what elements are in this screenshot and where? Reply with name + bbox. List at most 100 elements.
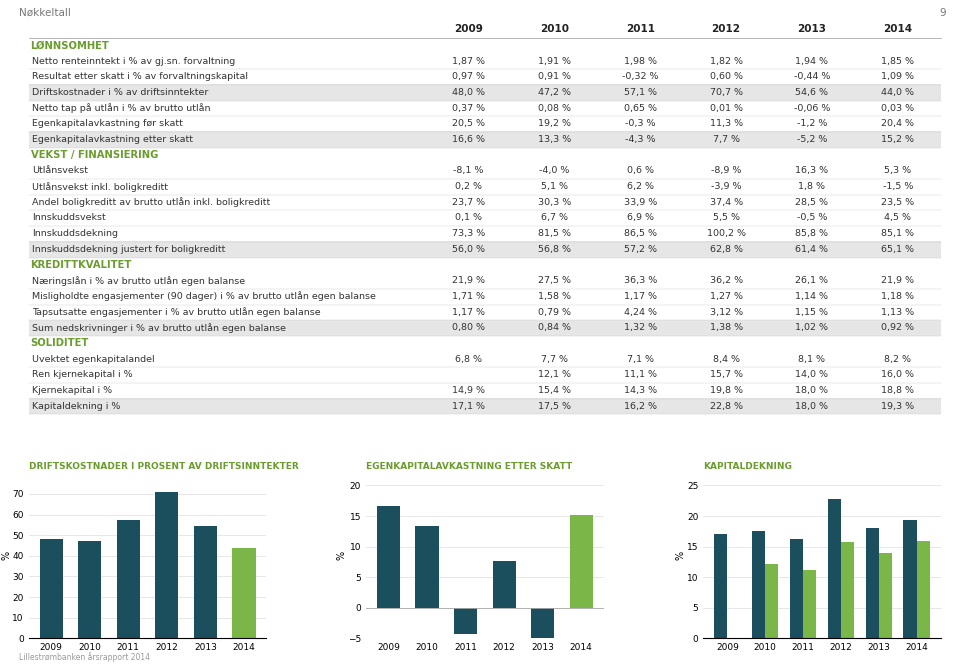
- Text: -8,9 %: -8,9 %: [711, 166, 741, 176]
- Text: Uvektet egenkapitalandel: Uvektet egenkapitalandel: [33, 354, 156, 364]
- Text: SOLIDITET: SOLIDITET: [31, 338, 89, 348]
- Text: Nøkkeltall: Nøkkeltall: [19, 8, 71, 18]
- Text: 18,8 %: 18,8 %: [881, 386, 914, 395]
- Text: 5,5 %: 5,5 %: [712, 213, 739, 223]
- Text: 73,3 %: 73,3 %: [452, 229, 485, 238]
- Text: 19,2 %: 19,2 %: [538, 120, 571, 128]
- Text: 85,8 %: 85,8 %: [796, 229, 828, 238]
- Text: 56,0 %: 56,0 %: [452, 245, 485, 254]
- Text: 1,17 %: 1,17 %: [452, 308, 485, 317]
- Text: Innskuddsdekning: Innskuddsdekning: [33, 229, 118, 238]
- Text: 15,7 %: 15,7 %: [709, 370, 743, 379]
- Text: 9: 9: [939, 8, 946, 18]
- Text: 6,9 %: 6,9 %: [627, 213, 654, 223]
- Text: 1,38 %: 1,38 %: [709, 323, 743, 332]
- Bar: [714, 534, 728, 638]
- Text: 0,1 %: 0,1 %: [455, 213, 482, 223]
- Text: -8,1 %: -8,1 %: [453, 166, 484, 176]
- Text: Kjernekapital i %: Kjernekapital i %: [33, 386, 112, 395]
- Text: 70,7 %: 70,7 %: [709, 88, 743, 97]
- Text: 7,7 %: 7,7 %: [540, 354, 567, 364]
- Text: Ren kjernekapital i %: Ren kjernekapital i %: [33, 370, 133, 379]
- Text: Utlånsvekst: Utlånsvekst: [33, 166, 88, 176]
- Text: 0,91 %: 0,91 %: [538, 72, 571, 81]
- Text: 20,4 %: 20,4 %: [881, 120, 914, 128]
- Text: -1,2 %: -1,2 %: [797, 120, 828, 128]
- Text: -0,44 %: -0,44 %: [794, 72, 830, 81]
- Text: 1,58 %: 1,58 %: [538, 292, 571, 301]
- Bar: [29, 398, 941, 414]
- Text: 1,98 %: 1,98 %: [624, 57, 657, 66]
- Text: 81,5 %: 81,5 %: [538, 229, 571, 238]
- Text: 1,02 %: 1,02 %: [796, 323, 828, 332]
- Text: 2011: 2011: [626, 25, 655, 35]
- Text: 1,8 %: 1,8 %: [799, 182, 826, 191]
- Text: Resultat etter skatt i % av forvaltningskapital: Resultat etter skatt i % av forvaltnings…: [33, 72, 249, 81]
- Text: Egenkapitalavkastning etter skatt: Egenkapitalavkastning etter skatt: [33, 135, 194, 144]
- Text: 22,8 %: 22,8 %: [709, 402, 743, 411]
- Text: 0,2 %: 0,2 %: [455, 182, 482, 191]
- Text: 4,24 %: 4,24 %: [624, 308, 657, 317]
- Text: 1,27 %: 1,27 %: [709, 292, 743, 301]
- Text: Egenkapitalavkastning før skatt: Egenkapitalavkastning før skatt: [33, 120, 183, 128]
- Text: 11,3 %: 11,3 %: [709, 120, 743, 128]
- Text: -4,0 %: -4,0 %: [540, 166, 569, 176]
- Text: Misligholdte engasjementer (90 dager) i % av brutto utlån egen balanse: Misligholdte engasjementer (90 dager) i …: [33, 291, 376, 301]
- Text: 16,6 %: 16,6 %: [452, 135, 485, 144]
- Text: Netto renteinntekt i % av gj.sn. forvaltning: Netto renteinntekt i % av gj.sn. forvalt…: [33, 57, 236, 66]
- Text: 15,4 %: 15,4 %: [538, 386, 571, 395]
- Text: 4,5 %: 4,5 %: [884, 213, 911, 223]
- Text: 1,94 %: 1,94 %: [796, 57, 828, 66]
- Text: 19,8 %: 19,8 %: [709, 386, 743, 395]
- Text: 16,2 %: 16,2 %: [624, 402, 657, 411]
- Text: 8,4 %: 8,4 %: [712, 354, 739, 364]
- Text: 2013: 2013: [798, 25, 827, 35]
- Text: 6,2 %: 6,2 %: [627, 182, 654, 191]
- Text: 14,3 %: 14,3 %: [624, 386, 657, 395]
- Text: 0,97 %: 0,97 %: [452, 72, 485, 81]
- Text: 7,7 %: 7,7 %: [712, 135, 739, 144]
- Y-axis label: %: %: [676, 551, 685, 561]
- Text: 44,0 %: 44,0 %: [881, 88, 914, 97]
- Text: 27,5 %: 27,5 %: [538, 276, 571, 285]
- Text: 1,32 %: 1,32 %: [624, 323, 657, 332]
- Text: Innskuddsvekst: Innskuddsvekst: [33, 213, 107, 223]
- Text: 17,1 %: 17,1 %: [452, 402, 485, 411]
- Text: 0,79 %: 0,79 %: [538, 308, 571, 317]
- Text: 1,18 %: 1,18 %: [881, 292, 914, 301]
- Text: 57,1 %: 57,1 %: [624, 88, 657, 97]
- Text: 16,3 %: 16,3 %: [796, 166, 828, 176]
- Text: 1,91 %: 1,91 %: [538, 57, 571, 66]
- Text: 36,2 %: 36,2 %: [709, 276, 743, 285]
- Bar: [765, 565, 779, 638]
- Text: 5,3 %: 5,3 %: [884, 166, 911, 176]
- Text: 18,0 %: 18,0 %: [796, 402, 828, 411]
- Text: 26,1 %: 26,1 %: [796, 276, 828, 285]
- Y-axis label: %: %: [1, 551, 12, 561]
- Text: -5,2 %: -5,2 %: [797, 135, 828, 144]
- Text: 23,7 %: 23,7 %: [452, 198, 485, 207]
- Text: 3,12 %: 3,12 %: [709, 308, 743, 317]
- Bar: [752, 531, 765, 638]
- Bar: [78, 541, 102, 638]
- Text: 1,09 %: 1,09 %: [881, 72, 914, 81]
- Text: Næringslån i % av brutto utlån egen balanse: Næringslån i % av brutto utlån egen bala…: [33, 276, 246, 286]
- Text: Utlånsvekst inkl. boligkreditt: Utlånsvekst inkl. boligkreditt: [33, 182, 168, 192]
- Text: Lillestrømbanken årsrapport 2014: Lillestrømbanken årsrapport 2014: [19, 652, 150, 662]
- Bar: [828, 499, 841, 638]
- Text: 0,80 %: 0,80 %: [452, 323, 485, 332]
- Text: 65,1 %: 65,1 %: [881, 245, 914, 254]
- Y-axis label: %: %: [337, 551, 347, 561]
- Text: 1,82 %: 1,82 %: [709, 57, 743, 66]
- Text: 7,1 %: 7,1 %: [627, 354, 654, 364]
- Text: Driftskostnader i % av driftsinntekter: Driftskostnader i % av driftsinntekter: [33, 88, 209, 97]
- Bar: [492, 561, 516, 608]
- Bar: [29, 84, 941, 100]
- Text: 0,08 %: 0,08 %: [538, 104, 571, 113]
- Text: 21,9 %: 21,9 %: [881, 276, 914, 285]
- Bar: [377, 506, 400, 608]
- Text: 56,8 %: 56,8 %: [538, 245, 571, 254]
- Bar: [29, 132, 941, 148]
- Text: 0,01 %: 0,01 %: [709, 104, 743, 113]
- Bar: [878, 553, 892, 638]
